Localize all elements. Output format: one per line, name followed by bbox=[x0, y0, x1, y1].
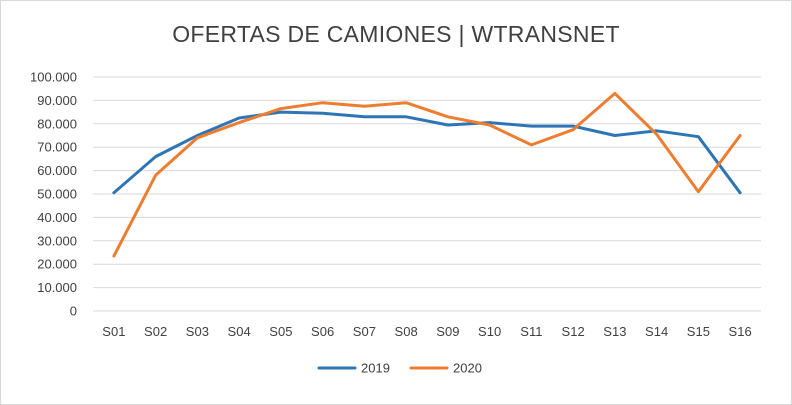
y-tick-label: 80.000 bbox=[37, 116, 77, 131]
x-tick-label: S12 bbox=[562, 324, 585, 339]
x-tick-label: S08 bbox=[395, 324, 418, 339]
x-tick-label: S10 bbox=[478, 324, 501, 339]
x-tick-label: S02 bbox=[144, 324, 167, 339]
legend-label-2020: 2020 bbox=[453, 361, 482, 376]
y-tick-label: 10.000 bbox=[37, 280, 77, 295]
y-tick-label: 0 bbox=[70, 304, 77, 319]
x-tick-label: S13 bbox=[603, 324, 626, 339]
series-line-2019 bbox=[112, 110, 742, 195]
x-tick-label: S06 bbox=[311, 324, 334, 339]
x-tick-label: S09 bbox=[436, 324, 459, 339]
y-tick-label: 90.000 bbox=[37, 93, 77, 108]
x-tick-label: S15 bbox=[687, 324, 710, 339]
y-tick-label: 40.000 bbox=[37, 210, 77, 225]
x-tick-label: S03 bbox=[186, 324, 209, 339]
y-tick-label: 50.000 bbox=[37, 187, 77, 202]
y-tick-label: 20.000 bbox=[37, 257, 77, 272]
x-tick-label: S07 bbox=[353, 324, 376, 339]
x-tick-label: S05 bbox=[269, 324, 292, 339]
y-tick-label: 100.000 bbox=[30, 70, 77, 85]
x-tick-label: S14 bbox=[645, 324, 668, 339]
y-tick-label: 30.000 bbox=[37, 233, 77, 248]
y-tick-label: 70.000 bbox=[37, 140, 77, 155]
chart-title: OFERTAS DE CAMIONES | WTRANSNET bbox=[172, 21, 620, 47]
y-tick-label: 60.000 bbox=[37, 163, 77, 178]
legend-label-2019: 2019 bbox=[361, 361, 390, 376]
x-tick-label: S04 bbox=[228, 324, 251, 339]
x-tick-label: S16 bbox=[729, 324, 752, 339]
x-tick-label: S01 bbox=[102, 324, 125, 339]
series-line-2020 bbox=[112, 91, 742, 258]
x-tick-label: S11 bbox=[520, 324, 542, 339]
